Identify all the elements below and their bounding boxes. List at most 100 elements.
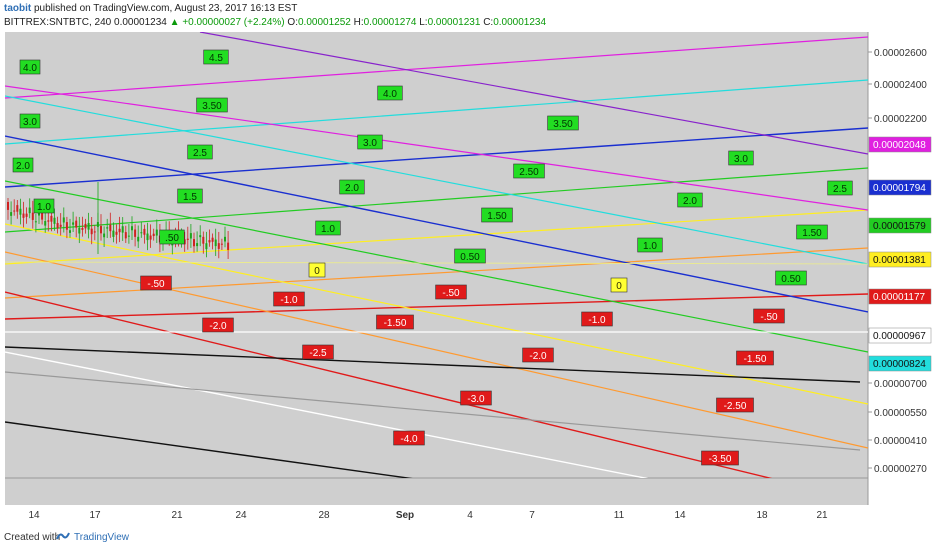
tradingview-brand[interactable]: TradingView: [74, 532, 130, 543]
candle-body: [56, 223, 59, 229]
candle-body: [13, 210, 16, 212]
symbol-line: BITTREX:SNTBTC, 240 0.00001234 ▲ +0.0000…: [4, 17, 546, 28]
price-tag-box: [868, 251, 932, 268]
fib-label-box: [547, 115, 579, 131]
price-tag-label: 0.00001381: [873, 255, 926, 266]
fib-label-box: [827, 180, 853, 196]
candle-body: [106, 227, 109, 229]
trend-line: [5, 36, 868, 99]
price-tag-box: [868, 136, 932, 153]
symbol-name[interactable]: BITTREX:SNTBTC, 240: [4, 17, 112, 28]
fib-label: 1.0: [643, 241, 657, 252]
y-tick-label: 0.00000270: [874, 464, 927, 475]
ohlc-open-value: 0.00001252: [297, 17, 351, 28]
fib-label-box: [581, 311, 613, 327]
ohlc-low-value: 0.00001231: [427, 17, 481, 28]
price-change: ▲ +0.00000027 (+2.24%): [169, 17, 285, 28]
x-tick-label: 21: [816, 510, 828, 521]
fib-label-box: [177, 188, 203, 204]
fib-label: -.50: [442, 288, 460, 299]
ohlc-high-value: 0.00001274: [363, 17, 417, 28]
candle-body: [193, 239, 195, 247]
y-tick-label: 0.00000410: [874, 436, 927, 447]
candle-body: [183, 239, 186, 245]
fib-label: 1.5: [183, 192, 197, 203]
trend-line: [5, 346, 861, 383]
candle-body: [152, 233, 155, 237]
fib-label-box: [454, 248, 486, 264]
fib-label: 2.50: [519, 167, 539, 178]
candle-body: [205, 243, 208, 250]
candle-body: [217, 243, 220, 249]
author-link[interactable]: taobit: [4, 3, 32, 14]
trend-line: [5, 293, 868, 320]
created-with-text: Created with: [4, 532, 61, 543]
fib-label: -1.50: [744, 354, 767, 365]
y-tick-label: 0.00000550: [874, 408, 927, 419]
price-tag-box: [868, 327, 932, 344]
fib-label: 1.50: [487, 211, 507, 222]
price-chart[interactable]: -.5000.501.01.502.02.503.03.504.04.53.50…: [0, 32, 932, 526]
y-axis-ticks: 0.00002600 0.00002400 0.00002200 0.00000700…: [868, 48, 927, 475]
x-tick-label: 4: [467, 510, 473, 521]
y-tick-label: 0.00002400: [874, 80, 927, 91]
candle-body: [65, 222, 68, 230]
price-tag-box: [868, 179, 932, 196]
fib-label: .50: [165, 233, 179, 244]
fib-label: 0: [314, 266, 320, 277]
candle-body: [224, 236, 226, 242]
fib-label-box: [376, 314, 414, 330]
candle-body: [7, 202, 9, 210]
y-tick-label: 0.00002200: [874, 114, 927, 125]
trend-line: [5, 351, 649, 478]
ohlc-high-label: H:: [353, 17, 364, 28]
fib-label: 2.0: [16, 161, 30, 172]
chart-header: taobit published on TradingView.com, Aug…: [0, 0, 932, 32]
trend-line: [5, 127, 868, 188]
fib-label: 2.5: [833, 184, 847, 195]
fib-label: -1.0: [588, 315, 606, 326]
fib-label: -4.0: [400, 434, 418, 445]
candle-body: [84, 223, 87, 229]
candle-body: [208, 240, 211, 243]
fib-label-box: [308, 262, 326, 278]
candle-body: [134, 229, 137, 237]
fib-label-box: [460, 390, 492, 406]
x-tick-label: 14: [28, 510, 40, 521]
fib-label-box: [701, 450, 739, 466]
fib-label-box: [203, 49, 229, 65]
candle-body: [87, 223, 90, 230]
trend-line: [5, 95, 868, 265]
candle-body: [115, 231, 118, 235]
fib-label-box: [775, 270, 807, 286]
fib-label-box: [522, 347, 554, 363]
fib-label: -2.50: [724, 401, 747, 412]
price-tag-label: 0.00000967: [873, 331, 926, 342]
fib-label: 2.5: [193, 148, 207, 159]
fib-label-box: [19, 113, 41, 129]
fib-label: -2.0: [529, 351, 547, 362]
fib-label: 1.50: [802, 228, 822, 239]
candle-body: [72, 222, 75, 225]
trend-line: [5, 291, 773, 478]
candle-body: [199, 235, 202, 238]
candle-body: [211, 237, 214, 242]
x-tick-label: 28: [318, 510, 330, 521]
last-price: 0.00001234: [114, 17, 167, 28]
candle-body: [31, 212, 34, 220]
candle-body: [131, 226, 133, 231]
fib-label-box: [481, 207, 513, 223]
x-tick-label: 14: [674, 510, 686, 521]
fib-label: 1.0: [37, 202, 51, 213]
publish-line: taobit published on TradingView.com, Aug…: [4, 3, 297, 14]
fib-label: -2.5: [309, 348, 327, 359]
fib-labels: -.5000.501.01.502.02.503.03.504.04.53.50…: [12, 49, 853, 466]
price-tag-label: 0.00002048: [873, 140, 926, 151]
fib-label: -2.0: [209, 321, 227, 332]
candle-body: [112, 230, 115, 237]
trend-line: [5, 261, 868, 265]
tradingview-logo-icon: [56, 532, 70, 540]
candle-body: [143, 228, 146, 235]
fib-label-box: [513, 163, 545, 179]
fib-label: 3.50: [553, 119, 573, 130]
